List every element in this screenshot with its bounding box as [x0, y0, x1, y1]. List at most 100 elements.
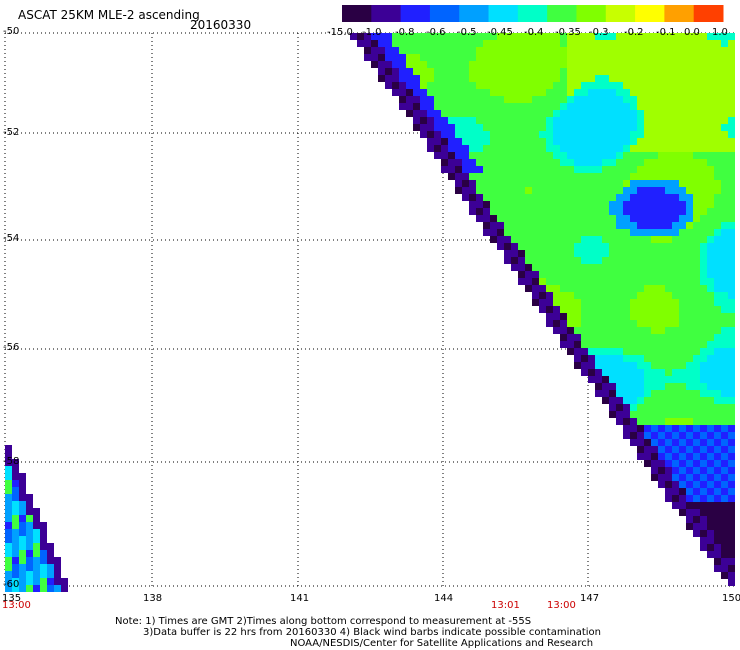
swath-cell	[420, 131, 427, 138]
swath-cell	[630, 278, 637, 285]
swath-cell	[490, 110, 497, 117]
swath-cell	[686, 173, 693, 180]
swath-cell	[567, 243, 574, 250]
swath-cell	[658, 138, 665, 145]
swath-cell	[441, 89, 448, 96]
swath-cell	[693, 383, 700, 390]
swath-cell	[644, 180, 651, 187]
swath-cell	[693, 54, 700, 61]
swath-cell	[644, 173, 651, 180]
swath-cell	[651, 376, 658, 383]
swath-cell	[511, 215, 518, 222]
swath-cell	[644, 89, 651, 96]
swath-cell	[714, 446, 721, 453]
swath-cell	[546, 243, 553, 250]
swath-cell	[651, 201, 658, 208]
swath-cell	[483, 131, 490, 138]
swath-cell	[651, 173, 658, 180]
swath-cell	[504, 250, 511, 257]
swath-cell	[581, 341, 588, 348]
swath-cell	[728, 264, 735, 271]
swath-cell	[623, 124, 630, 131]
swath-cell	[728, 292, 735, 299]
swath-cell	[588, 334, 595, 341]
swath-cell	[546, 215, 553, 222]
swath-cell	[19, 515, 26, 522]
swath-cell	[721, 334, 728, 341]
swath-cell	[476, 110, 483, 117]
swath-cell	[560, 89, 567, 96]
swath-cell	[588, 187, 595, 194]
swath-cell	[532, 103, 539, 110]
swath-cell	[546, 299, 553, 306]
swath-cell	[721, 453, 728, 460]
swath-cell	[651, 180, 658, 187]
swath-cell	[679, 208, 686, 215]
swath-cell	[609, 369, 616, 376]
swath-cell	[728, 341, 735, 348]
swath-cell	[616, 89, 623, 96]
swath-cell	[714, 96, 721, 103]
swath-cell	[560, 47, 567, 54]
swath-cell	[609, 68, 616, 75]
swath-cell	[33, 571, 40, 578]
swath-cell	[560, 285, 567, 292]
swath-cell	[651, 131, 658, 138]
swath-cell	[525, 201, 532, 208]
swath-cell	[728, 544, 735, 551]
swath-cell	[616, 173, 623, 180]
swath-cell	[693, 397, 700, 404]
swath-cell	[483, 117, 490, 124]
swath-cell	[679, 75, 686, 82]
swath-cell	[525, 124, 532, 131]
swath-cell	[504, 166, 511, 173]
swath-cell	[707, 320, 714, 327]
swath-cell	[707, 229, 714, 236]
swath-cell	[546, 187, 553, 194]
swath-cell	[630, 194, 637, 201]
swath-cell	[707, 103, 714, 110]
swath-cell	[567, 306, 574, 313]
swath-cell	[665, 348, 672, 355]
swath-cell	[469, 166, 476, 173]
swath-cell	[728, 572, 735, 579]
swath-cell	[560, 187, 567, 194]
swath-cell	[651, 453, 658, 460]
swath-cell	[469, 82, 476, 89]
swath-cell	[707, 222, 714, 229]
swath-cell	[658, 369, 665, 376]
swath-cell	[483, 208, 490, 215]
swath-cell	[658, 341, 665, 348]
swath-cell	[574, 236, 581, 243]
swath-cell	[399, 75, 406, 82]
swath-cell	[665, 285, 672, 292]
swath-cell	[665, 166, 672, 173]
swath-cell	[539, 131, 546, 138]
swath-cell	[434, 131, 441, 138]
swath-cell	[518, 201, 525, 208]
swath-cell	[581, 257, 588, 264]
swath-cell	[588, 222, 595, 229]
swath-cell	[539, 75, 546, 82]
swath-cell	[721, 145, 728, 152]
swath-cell	[700, 131, 707, 138]
swath-cell	[553, 40, 560, 47]
swath-cell	[427, 61, 434, 68]
swath-cell	[532, 208, 539, 215]
swath-cell	[714, 453, 721, 460]
swath-cell	[567, 103, 574, 110]
swath-cell	[539, 96, 546, 103]
swath-cell	[602, 348, 609, 355]
swath-cell	[497, 33, 504, 40]
swath-cell	[490, 194, 497, 201]
swath-cell	[511, 166, 518, 173]
swath-cell	[686, 236, 693, 243]
swath-cell	[560, 208, 567, 215]
swath-cell	[651, 82, 658, 89]
swath-cell	[588, 145, 595, 152]
swath-cell	[686, 208, 693, 215]
swath-cell	[581, 320, 588, 327]
swath-cell	[511, 68, 518, 75]
swath-cell	[483, 33, 490, 40]
swath-cell	[714, 194, 721, 201]
